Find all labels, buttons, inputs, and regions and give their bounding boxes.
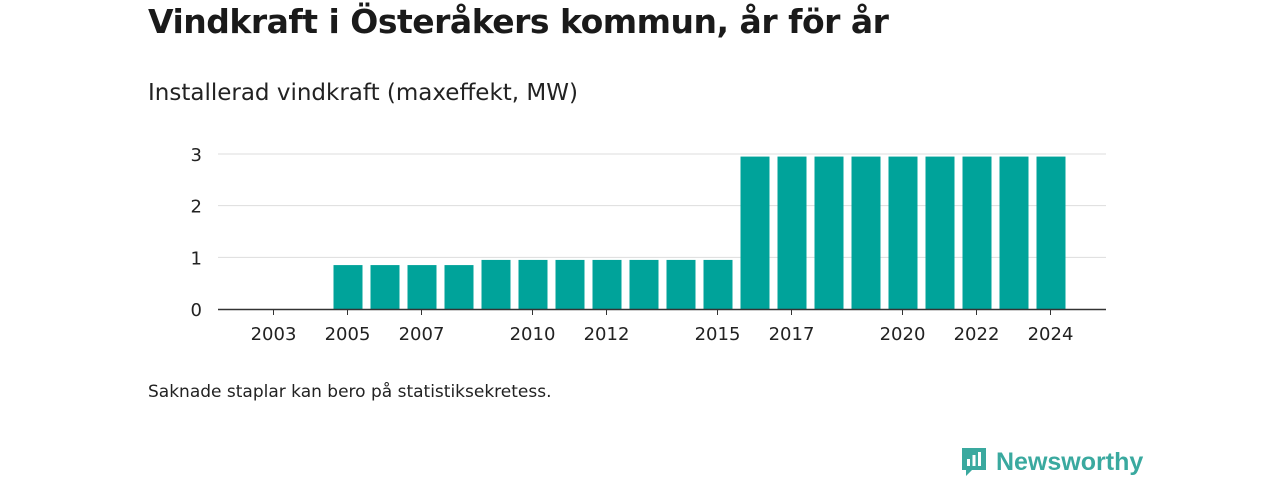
chart-subtitle: Installerad vindkraft (maxeffekt, MW)	[148, 80, 578, 106]
bar	[1036, 156, 1066, 309]
footnote: Saknade staplar kan bero på statistiksek…	[148, 382, 552, 402]
x-tick-label: 2007	[399, 324, 445, 345]
x-tick-label: 2003	[251, 324, 297, 345]
x-tick-label: 2012	[584, 324, 630, 345]
x-tick-label: 2010	[510, 324, 556, 345]
y-tick-label: 1	[191, 248, 202, 269]
brand-name: Newsworthy	[996, 447, 1144, 476]
bar	[555, 259, 585, 309]
bar	[962, 156, 992, 309]
bar	[666, 259, 696, 309]
bar	[407, 265, 437, 309]
bar-chart: 0 1 2 3 2003 2005 2007 2010 2012 2015 2017 2020 2022…	[191, 145, 1106, 345]
y-tick-label: 0	[191, 300, 202, 321]
chart-title: Vindkraft i Österåkers kommun, år för år	[148, 2, 889, 41]
bar	[925, 156, 955, 309]
x-tick-label: 2015	[695, 324, 741, 345]
x-tick-label: 2020	[880, 324, 926, 345]
newsworthy-logo-icon	[962, 448, 986, 476]
y-tick-label: 3	[191, 145, 202, 166]
x-tick-label: 2024	[1028, 324, 1074, 345]
bar	[777, 156, 807, 309]
x-tick-label: 2022	[954, 324, 1000, 345]
bar	[851, 156, 881, 309]
bar	[703, 259, 733, 309]
bar	[444, 265, 474, 309]
brand-logo: Newsworthy	[960, 446, 1143, 478]
bar	[370, 265, 400, 309]
bar	[629, 259, 659, 309]
bar	[999, 156, 1029, 309]
bar	[592, 259, 622, 309]
bar	[518, 259, 548, 309]
x-tick-label: 2005	[325, 324, 371, 345]
bar	[333, 265, 363, 309]
bar	[740, 156, 770, 309]
bar	[814, 156, 844, 309]
bar	[888, 156, 918, 309]
bar	[481, 259, 511, 309]
x-tick-label: 2017	[769, 324, 815, 345]
y-tick-label: 2	[191, 197, 202, 218]
